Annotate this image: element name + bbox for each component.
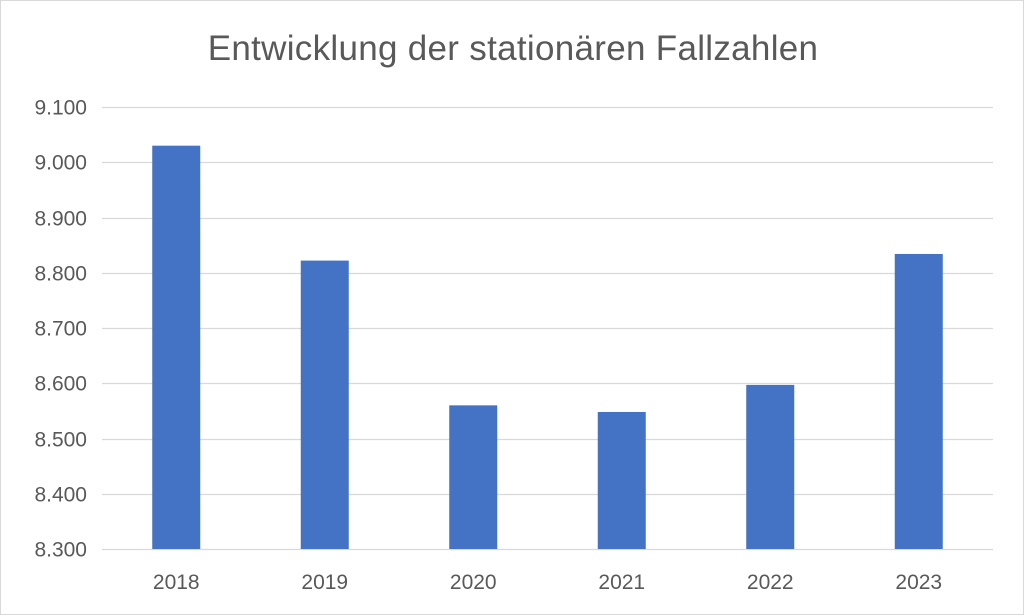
bar-2022 xyxy=(746,384,795,549)
x-tick-label-2023: 2023 xyxy=(895,571,942,594)
y-tick-label: 8.600 xyxy=(34,373,87,396)
bar-2018 xyxy=(152,145,201,550)
x-tick-label-2021: 2021 xyxy=(598,571,645,594)
y-tick-label: 8.800 xyxy=(34,263,87,286)
chart-title: Entwicklung der stationären Fallzahlen xyxy=(207,29,819,68)
y-tick-label: 8.500 xyxy=(34,429,87,452)
y-tick-label: 9.100 xyxy=(34,97,87,120)
x-tick-label-2019: 2019 xyxy=(301,571,348,594)
y-tick-label: 8.900 xyxy=(34,208,87,231)
bar-2020 xyxy=(449,405,498,549)
y-tick-label: 8.700 xyxy=(34,318,87,341)
bar-2019 xyxy=(300,260,349,549)
y-tick-label: 8.400 xyxy=(34,484,87,507)
bar-2021 xyxy=(597,411,646,549)
y-tick-label: 9.000 xyxy=(34,152,87,175)
y-tick-label: 8.300 xyxy=(34,539,87,562)
x-tick-label-2018: 2018 xyxy=(153,571,200,594)
x-tick-label-2020: 2020 xyxy=(450,571,497,594)
x-tick-label-2022: 2022 xyxy=(747,571,794,594)
bar-2023 xyxy=(894,253,943,549)
